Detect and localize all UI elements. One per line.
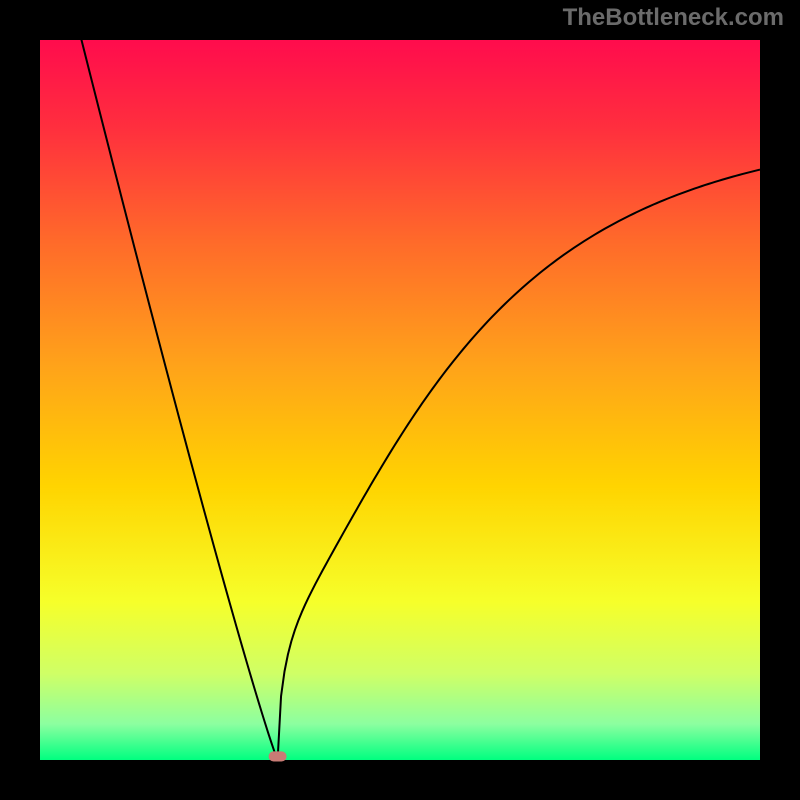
chart-background-gradient (40, 40, 760, 760)
chart-container: TheBottleneck.com (0, 0, 800, 800)
watermark-text: TheBottleneck.com (563, 4, 784, 32)
vertex-marker (269, 751, 287, 761)
bottleneck-chart-svg (0, 0, 800, 800)
